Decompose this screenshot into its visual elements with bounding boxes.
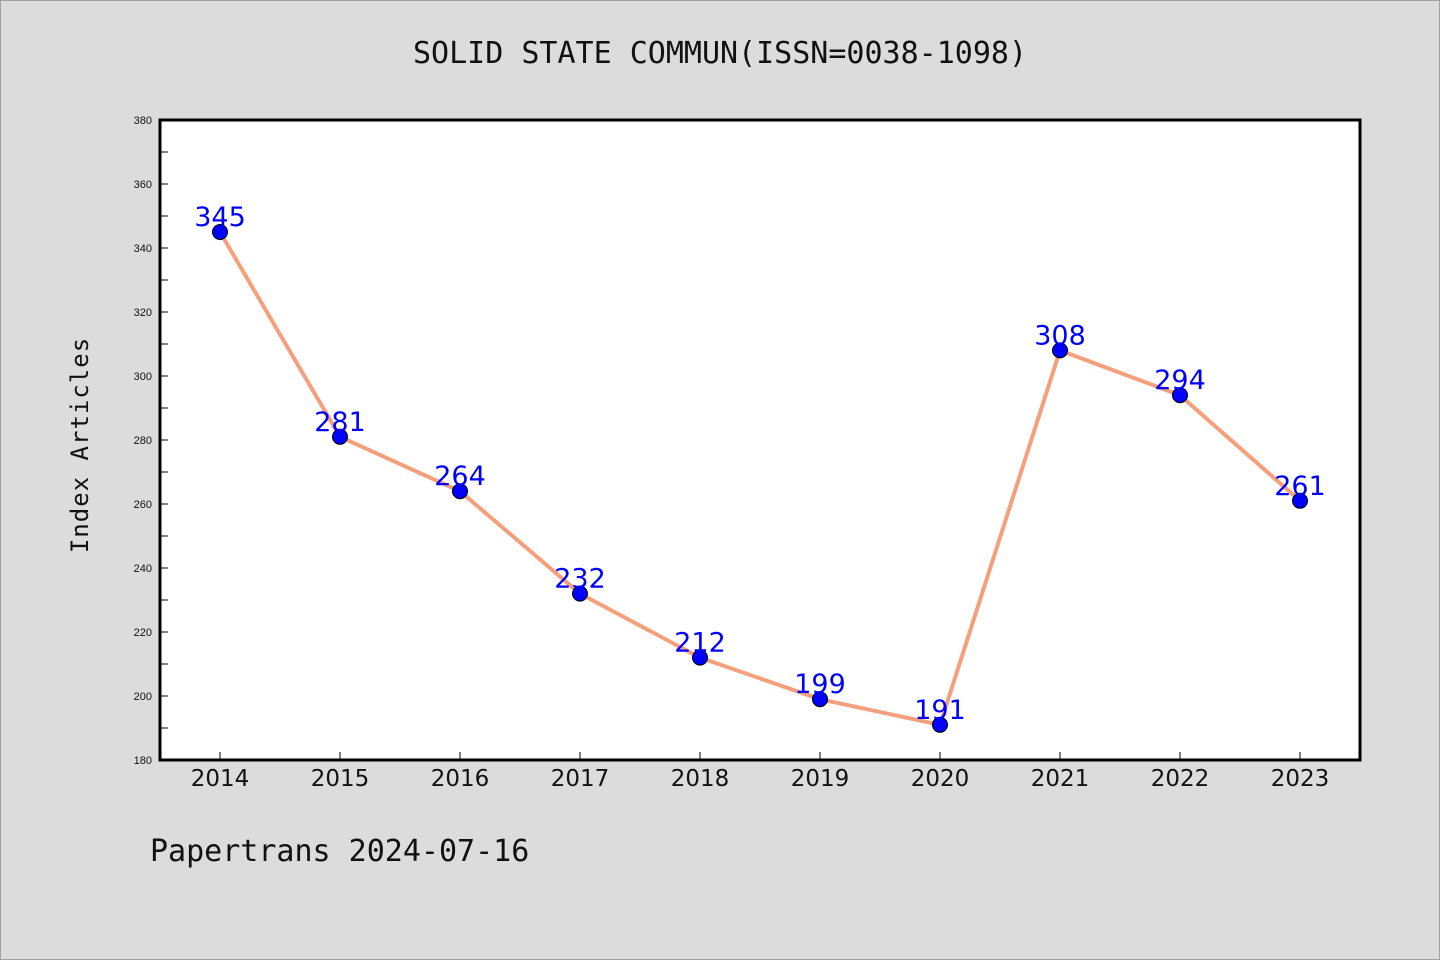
- data-point: [1292, 492, 1308, 509]
- data-point: [1172, 387, 1188, 404]
- data-label: 264: [434, 461, 486, 492]
- data-labels: 345 281 264 232 212 199 191 308 294 261: [194, 202, 1326, 726]
- data-point: [812, 691, 828, 708]
- data-label: 232: [554, 564, 606, 595]
- series-line: [218, 230, 1302, 727]
- data-point: [212, 224, 228, 240]
- x-tick-label: 2015: [311, 766, 370, 792]
- chart-title: SOLID STATE COMMUN(ISSN=0038-1098): [412, 36, 1028, 71]
- data-label: 261: [1274, 471, 1326, 502]
- y-tick-label: 180: [134, 755, 152, 767]
- data-point: [692, 649, 708, 666]
- y-tick-label: 340: [134, 243, 152, 255]
- data-point: [332, 428, 348, 445]
- data-label: 199: [794, 669, 846, 700]
- x-tick-label: 2019: [791, 766, 850, 792]
- data-label: 212: [674, 628, 726, 659]
- y-axis-ticks: 180 200 220 240 260 280 300 320 340 360 380: [134, 115, 168, 767]
- x-tick-label: 2018: [671, 766, 730, 792]
- x-tick-label: 2017: [551, 766, 610, 792]
- y-tick-label: 360: [134, 179, 152, 191]
- plot-border: [158, 118, 1362, 762]
- y-tick-label: 280: [134, 435, 152, 447]
- x-tick-label: 2021: [1031, 766, 1090, 792]
- data-point: [572, 585, 588, 602]
- y-tick-label: 260: [134, 499, 152, 511]
- data-label: 191: [914, 695, 966, 726]
- data-label: 308: [1034, 320, 1086, 351]
- y-tick-label: 240: [134, 563, 152, 575]
- y-tick-label: 200: [134, 691, 152, 703]
- data-label: 294: [1154, 365, 1206, 396]
- x-tick-label: 2016: [431, 766, 490, 792]
- plot-area: [160, 120, 1360, 760]
- data-point: [452, 483, 468, 500]
- x-tick-label: 2014: [191, 766, 250, 792]
- data-point: [932, 716, 948, 733]
- y-tick-label: 320: [134, 307, 152, 319]
- data-point: [1052, 342, 1068, 359]
- footer-text: Papertrans 2024-07-16: [150, 834, 530, 869]
- x-tick-label: 2023: [1271, 766, 1330, 792]
- x-tick-label: 2020: [911, 766, 970, 792]
- data-label: 345: [194, 202, 246, 233]
- data-markers: [212, 224, 1308, 733]
- y-tick-label: 300: [134, 371, 152, 383]
- x-axis-ticks: 2014 2015 2016 2017 2018 2019 2020 2021 2022 2023: [191, 752, 1330, 792]
- y-tick-label: 220: [134, 627, 152, 639]
- y-tick-label: 380: [134, 115, 152, 127]
- data-label: 281: [314, 407, 366, 438]
- x-tick-label: 2022: [1151, 766, 1210, 792]
